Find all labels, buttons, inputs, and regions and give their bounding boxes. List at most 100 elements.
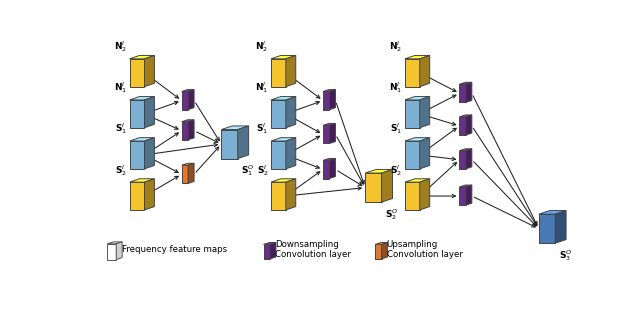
Text: $\mathbf{S}_3^O$: $\mathbf{S}_3^O$ xyxy=(559,248,572,263)
Polygon shape xyxy=(330,123,335,143)
Polygon shape xyxy=(539,214,555,243)
Text: $\mathbf{N}_2^I$: $\mathbf{N}_2^I$ xyxy=(114,39,127,54)
Text: $\mathbf{S}_2^O$: $\mathbf{S}_2^O$ xyxy=(385,207,399,222)
Polygon shape xyxy=(108,244,116,259)
Polygon shape xyxy=(145,138,154,169)
Polygon shape xyxy=(323,159,335,160)
Polygon shape xyxy=(375,242,388,244)
Polygon shape xyxy=(270,242,276,259)
Polygon shape xyxy=(264,244,270,259)
Text: Frequency feature maps: Frequency feature maps xyxy=(122,245,227,254)
Polygon shape xyxy=(129,59,145,87)
Polygon shape xyxy=(365,173,381,202)
Polygon shape xyxy=(271,59,286,87)
Polygon shape xyxy=(405,100,420,128)
Text: Downsampling
Convolution layer: Downsampling Convolution layer xyxy=(275,240,351,259)
Polygon shape xyxy=(237,126,248,159)
Text: $\mathbf{S}_2^I$: $\mathbf{S}_2^I$ xyxy=(115,163,127,177)
Polygon shape xyxy=(405,56,429,59)
Polygon shape xyxy=(460,149,472,151)
Polygon shape xyxy=(116,242,122,259)
Polygon shape xyxy=(271,100,286,128)
Text: Upsampling
Convolution layer: Upsampling Convolution layer xyxy=(387,240,463,259)
Polygon shape xyxy=(129,182,145,210)
Text: $\mathbf{S}_1^O$: $\mathbf{S}_1^O$ xyxy=(241,163,255,178)
Polygon shape xyxy=(129,141,145,169)
Polygon shape xyxy=(381,170,392,202)
Polygon shape xyxy=(264,242,276,244)
Polygon shape xyxy=(460,151,466,169)
Polygon shape xyxy=(145,56,154,87)
Polygon shape xyxy=(145,96,154,128)
Polygon shape xyxy=(405,59,420,87)
Polygon shape xyxy=(221,126,248,130)
Text: $\mathbf{S}_1^I$: $\mathbf{S}_1^I$ xyxy=(115,122,127,137)
Polygon shape xyxy=(405,96,429,100)
Polygon shape xyxy=(460,117,466,135)
Polygon shape xyxy=(129,96,154,100)
Polygon shape xyxy=(271,138,296,141)
Polygon shape xyxy=(182,122,188,140)
Polygon shape xyxy=(466,149,472,169)
Polygon shape xyxy=(323,125,330,143)
Polygon shape xyxy=(555,211,566,243)
Polygon shape xyxy=(466,185,472,205)
Polygon shape xyxy=(323,91,330,110)
Polygon shape xyxy=(405,179,429,182)
Polygon shape xyxy=(271,96,296,100)
Polygon shape xyxy=(405,138,429,141)
Text: $\mathbf{S}_2^I$: $\mathbf{S}_2^I$ xyxy=(390,163,403,177)
Polygon shape xyxy=(460,82,472,84)
Polygon shape xyxy=(375,244,381,259)
Polygon shape xyxy=(129,100,145,128)
Polygon shape xyxy=(381,242,388,259)
Polygon shape xyxy=(182,165,188,183)
Polygon shape xyxy=(182,163,194,165)
Polygon shape xyxy=(182,91,188,110)
Polygon shape xyxy=(129,138,154,141)
Polygon shape xyxy=(405,141,420,169)
Text: $\mathbf{N}_1^I$: $\mathbf{N}_1^I$ xyxy=(114,80,127,95)
Polygon shape xyxy=(286,138,296,169)
Polygon shape xyxy=(286,96,296,128)
Polygon shape xyxy=(221,130,237,159)
Polygon shape xyxy=(286,179,296,210)
Polygon shape xyxy=(330,89,335,110)
Polygon shape xyxy=(271,141,286,169)
Text: $\mathbf{N}_1^I$: $\mathbf{N}_1^I$ xyxy=(389,80,403,95)
Polygon shape xyxy=(182,120,194,122)
Text: $\mathbf{N}_1^I$: $\mathbf{N}_1^I$ xyxy=(255,80,269,95)
Polygon shape xyxy=(323,123,335,125)
Polygon shape xyxy=(188,89,194,110)
Polygon shape xyxy=(129,179,154,182)
Polygon shape xyxy=(330,159,335,179)
Polygon shape xyxy=(460,115,472,117)
Text: $\mathbf{S}_1^I$: $\mathbf{S}_1^I$ xyxy=(257,122,269,137)
Polygon shape xyxy=(145,179,154,210)
Polygon shape xyxy=(271,56,296,59)
Polygon shape xyxy=(271,179,296,182)
Polygon shape xyxy=(188,163,194,183)
Polygon shape xyxy=(129,56,154,59)
Polygon shape xyxy=(420,56,429,87)
Polygon shape xyxy=(460,187,466,205)
Polygon shape xyxy=(460,84,466,102)
Polygon shape xyxy=(420,138,429,169)
Polygon shape xyxy=(286,56,296,87)
Polygon shape xyxy=(108,242,122,244)
Text: $\mathbf{S}_1^I$: $\mathbf{S}_1^I$ xyxy=(390,122,403,137)
Polygon shape xyxy=(466,115,472,135)
Polygon shape xyxy=(271,182,286,210)
Polygon shape xyxy=(188,120,194,140)
Polygon shape xyxy=(420,179,429,210)
Polygon shape xyxy=(405,182,420,210)
Polygon shape xyxy=(182,89,194,91)
Polygon shape xyxy=(420,96,429,128)
Text: $\mathbf{N}_2^I$: $\mathbf{N}_2^I$ xyxy=(389,39,403,54)
Polygon shape xyxy=(365,170,392,173)
Text: $\mathbf{N}_2^I$: $\mathbf{N}_2^I$ xyxy=(255,39,269,54)
Polygon shape xyxy=(323,89,335,91)
Polygon shape xyxy=(323,160,330,179)
Polygon shape xyxy=(539,211,566,214)
Polygon shape xyxy=(466,82,472,102)
